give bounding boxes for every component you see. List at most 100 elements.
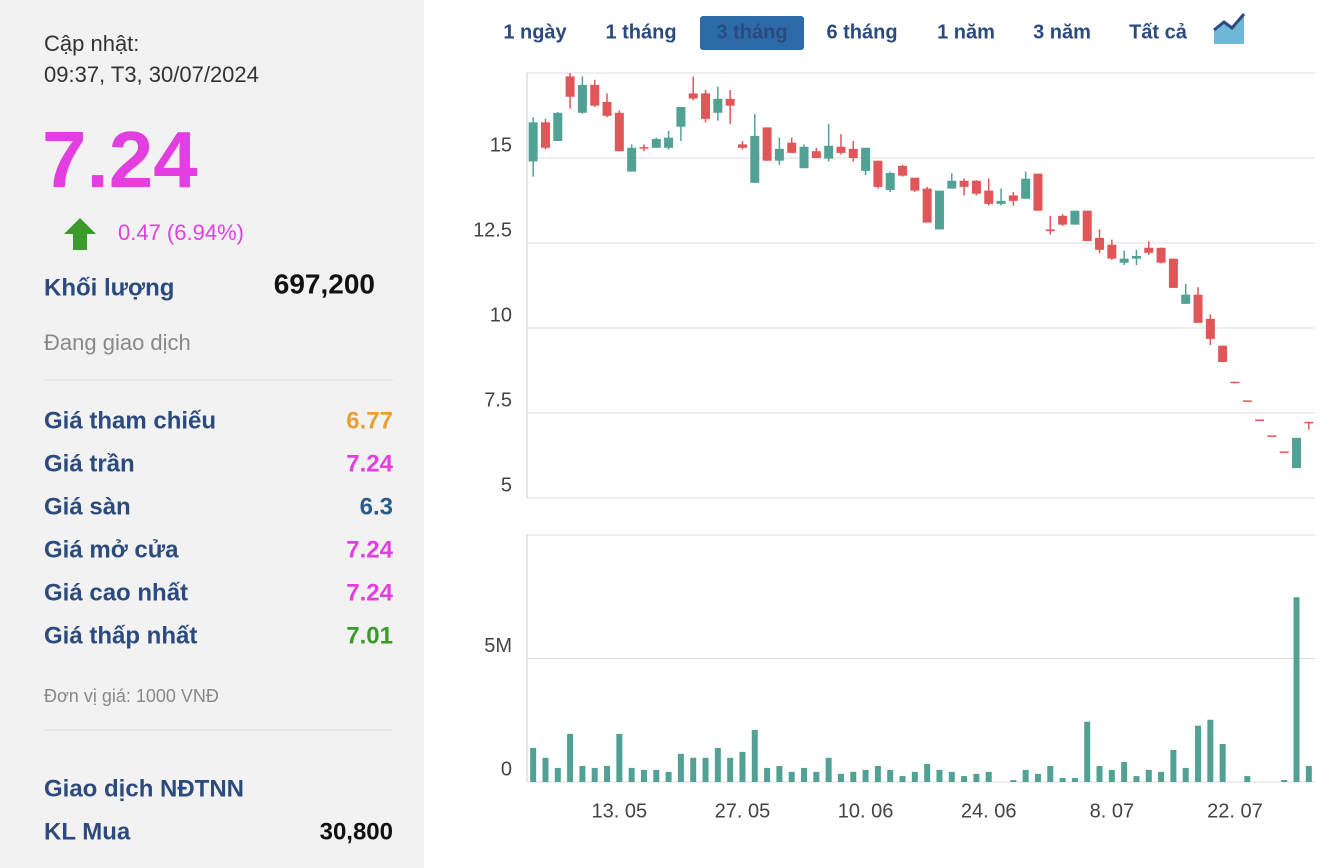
volume-bar — [862, 769, 869, 782]
candle-body — [627, 147, 637, 172]
candle-body — [996, 200, 1006, 204]
candle-body — [898, 165, 908, 176]
tab-label: 3 năm — [1033, 21, 1091, 43]
volume-bar — [813, 771, 820, 782]
volume-bar — [1219, 743, 1226, 782]
tab-label: 1 năm — [937, 21, 995, 43]
candle-body — [1279, 451, 1289, 453]
candle-body — [1230, 381, 1240, 384]
buy-label: KL Mua — [44, 818, 131, 845]
volume-bar — [727, 757, 734, 782]
volume-bar — [1145, 769, 1152, 782]
candle-body — [774, 148, 784, 161]
candle-body — [614, 112, 624, 152]
volume-bar — [887, 769, 894, 782]
icon-area — [1214, 14, 1244, 44]
candle-body — [1033, 173, 1043, 211]
volume-bar — [1133, 776, 1140, 782]
volume-bar — [591, 767, 598, 782]
candle-body — [565, 76, 575, 97]
candle-body — [1045, 229, 1055, 232]
tab-label: 1 tháng — [605, 21, 676, 43]
volume-bar — [1059, 778, 1066, 782]
candle-body — [971, 180, 981, 194]
volume-bar — [554, 767, 561, 782]
tab[interactable]: 1 tháng — [605, 21, 676, 43]
candle-body — [528, 122, 538, 162]
candle-body — [811, 151, 821, 158]
candle-body — [1008, 195, 1018, 201]
tab[interactable]: 3 năm — [1033, 21, 1091, 43]
tab[interactable]: Tất cả — [1129, 21, 1188, 43]
volume-bar — [1305, 765, 1312, 782]
icon-line — [1213, 13, 1246, 32]
tab-active-bg — [700, 16, 804, 50]
tab[interactable]: 1 năm — [937, 21, 995, 43]
volume-bar — [948, 771, 955, 782]
tab-label: Tất cả — [1129, 21, 1188, 43]
volume-bar — [788, 771, 795, 782]
row-value: 7.24 — [346, 536, 393, 563]
tab-label: 3 tháng — [716, 21, 787, 43]
tab[interactable]: 6 tháng — [826, 21, 897, 43]
candle-body — [984, 190, 994, 204]
candle-body — [848, 148, 858, 158]
row-label: Giá tham chiếu — [44, 407, 216, 434]
up-arrow — [64, 218, 96, 250]
volume-bar — [665, 771, 672, 782]
row-value: 6.77 — [346, 407, 393, 434]
row-label: Giá sàn — [44, 493, 131, 520]
row-value: 7.01 — [346, 622, 393, 649]
volume-label: Khối lượng — [44, 274, 174, 301]
candle-body — [934, 190, 944, 230]
candle-body — [602, 101, 612, 116]
candle-body — [590, 84, 600, 106]
volume-bar — [801, 767, 808, 782]
volume-bar — [530, 747, 537, 782]
candle-body — [1242, 400, 1252, 402]
tab-label: 6 tháng — [826, 21, 897, 43]
volume-bar — [850, 771, 857, 782]
y-tick-label: 5M — [484, 635, 512, 657]
volume-bar — [1084, 721, 1091, 782]
x-tick-label: 22. 07 — [1207, 800, 1263, 822]
volume-bar — [1182, 767, 1189, 782]
candle-body — [577, 84, 587, 113]
row-value: 6.3 — [360, 493, 393, 520]
volume-bar — [1170, 749, 1177, 782]
sidebar-bg — [0, 0, 424, 868]
candle-body — [1021, 178, 1031, 199]
volume-bar — [604, 765, 611, 782]
volume-bar — [973, 773, 980, 782]
candle-body — [713, 98, 723, 113]
chart-type-icon[interactable] — [1213, 13, 1246, 44]
candle-body — [959, 180, 969, 187]
volume-bar — [628, 767, 635, 782]
candle-body — [1255, 419, 1265, 421]
candle-body — [947, 180, 957, 189]
candle-body — [1070, 210, 1080, 225]
volume-bar — [542, 757, 549, 782]
candle-body — [1205, 318, 1215, 339]
row-value: 7.24 — [346, 450, 393, 477]
row-label: Giá trần — [44, 450, 135, 477]
x-tick-label: 10. 06 — [838, 800, 894, 822]
volume-bar — [1022, 769, 1029, 782]
volume-bar — [714, 747, 721, 782]
volume-bar — [924, 763, 931, 782]
update-time: 09:37, T3, 30/07/2024 — [44, 62, 259, 87]
candle-body — [701, 93, 711, 119]
candle-body — [750, 135, 760, 183]
candle-body — [762, 127, 772, 161]
candle-body — [836, 146, 846, 153]
volume-bar — [751, 729, 758, 782]
volume-bar — [1281, 780, 1288, 782]
candle-body — [787, 142, 797, 153]
candle-body — [1218, 345, 1228, 362]
tab[interactable]: 3 tháng — [700, 16, 804, 50]
y-tick-label: 10 — [490, 304, 512, 326]
tab[interactable]: 1 ngày — [503, 21, 567, 43]
candle-body — [1168, 258, 1178, 288]
range-tabs: 1 ngày 1 tháng 3 tháng 6 tháng 1 năm 3 năm Tất… — [503, 16, 1188, 50]
